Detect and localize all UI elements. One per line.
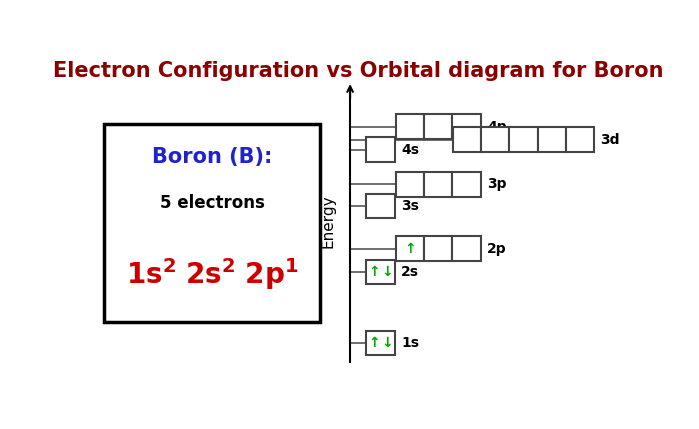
Bar <box>565 127 594 152</box>
Text: 2s: 2s <box>401 265 419 279</box>
Bar <box>366 260 394 284</box>
Text: $\mathbf{1s^2\ 2s^2\ 2p^1}$: $\mathbf{1s^2\ 2s^2\ 2p^1}$ <box>126 256 298 292</box>
Text: Boron (B):: Boron (B): <box>152 147 272 167</box>
Text: ↑: ↑ <box>368 336 380 350</box>
Text: Energy: Energy <box>321 195 336 248</box>
Bar <box>452 236 481 261</box>
Text: 1s: 1s <box>401 336 419 350</box>
Bar <box>481 127 510 152</box>
Bar <box>396 114 424 139</box>
FancyBboxPatch shape <box>103 124 320 322</box>
Bar <box>452 114 481 139</box>
Text: 3p: 3p <box>487 178 507 191</box>
Bar <box>424 114 452 139</box>
Text: ↓: ↓ <box>381 336 392 350</box>
Text: 2p: 2p <box>487 242 507 256</box>
Bar <box>510 127 538 152</box>
Text: 4s: 4s <box>401 143 419 157</box>
Text: 3s: 3s <box>401 199 419 213</box>
Bar <box>366 137 394 162</box>
Bar <box>453 127 481 152</box>
Text: Electron Configuration vs Orbital diagram for Boron: Electron Configuration vs Orbital diagra… <box>53 61 663 82</box>
Text: 3d: 3d <box>600 133 620 147</box>
Bar <box>424 236 452 261</box>
Text: ↑: ↑ <box>405 242 416 256</box>
Bar <box>366 193 394 218</box>
Bar <box>424 172 452 197</box>
Bar <box>366 331 394 355</box>
Text: 5 electrons: 5 electrons <box>159 193 264 211</box>
Text: 4p: 4p <box>487 120 507 133</box>
Bar <box>538 127 565 152</box>
Bar <box>396 236 424 261</box>
Text: ↑: ↑ <box>368 265 380 279</box>
Bar <box>396 172 424 197</box>
Bar <box>452 172 481 197</box>
Text: ↓: ↓ <box>381 265 392 279</box>
